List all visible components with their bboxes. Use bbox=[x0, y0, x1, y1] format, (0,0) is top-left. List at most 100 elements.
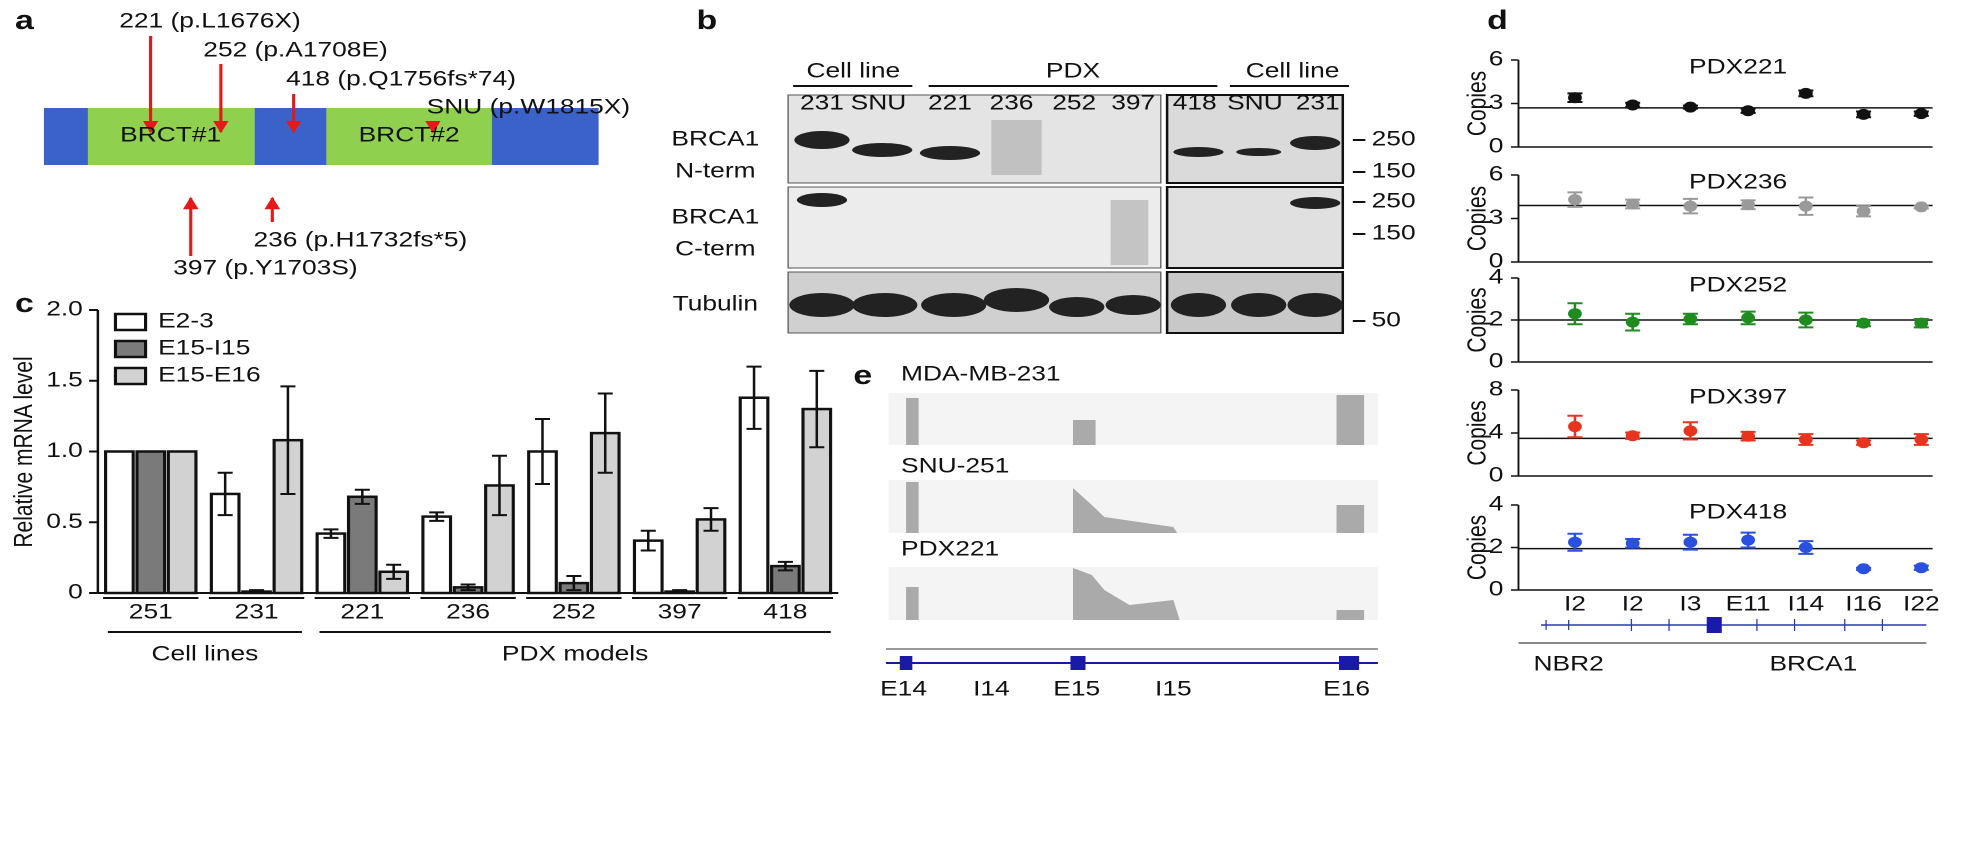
row-label: N-term bbox=[675, 159, 755, 183]
y-tick-label: 6 bbox=[1489, 47, 1504, 71]
group-label: Cell lines bbox=[151, 642, 258, 666]
error-bar bbox=[460, 583, 476, 592]
mw-marker: 50 bbox=[1372, 308, 1401, 332]
lane-label: 221 bbox=[928, 91, 972, 115]
mw-marker: 150 bbox=[1372, 221, 1416, 245]
y-axis-label: Copies bbox=[1462, 287, 1492, 352]
y-axis-label: Copies bbox=[1462, 400, 1492, 465]
gene-label: BRCA1 bbox=[1769, 652, 1857, 676]
lane-label: 397 bbox=[1111, 91, 1155, 115]
dot bbox=[1625, 198, 1640, 210]
legend-swatch bbox=[113, 366, 148, 386]
y-tick-label: 0 bbox=[1489, 249, 1504, 273]
group-label: Cell line bbox=[807, 59, 901, 83]
error-bar bbox=[746, 365, 762, 430]
legend-label: E15-I15 bbox=[158, 336, 250, 360]
chart-title: PDX236 bbox=[1689, 170, 1787, 194]
mw-marker: 150 bbox=[1372, 159, 1416, 183]
x-tick-label: 236 bbox=[446, 600, 490, 624]
dot bbox=[1856, 205, 1871, 217]
x-tick-label: 221 bbox=[340, 600, 384, 624]
legend-label: E15-E16 bbox=[158, 363, 260, 387]
dot bbox=[1741, 312, 1756, 324]
exon-label: I15 bbox=[1155, 677, 1192, 701]
domain-label: BRCT#1 bbox=[120, 123, 221, 147]
error-bar bbox=[386, 563, 402, 580]
error-bar bbox=[777, 560, 793, 572]
panel-letter: c bbox=[15, 288, 34, 318]
x-tick-label: 251 bbox=[129, 600, 173, 624]
y-tick-label: 0 bbox=[1489, 577, 1504, 601]
y-tick-label: 0 bbox=[1489, 463, 1504, 487]
x-tick-label: I16 bbox=[1845, 592, 1882, 616]
chart-title: PDX252 bbox=[1689, 273, 1787, 297]
x-tick-label: I2 bbox=[1622, 592, 1644, 616]
bar bbox=[104, 450, 135, 595]
y-tick-label: 2 bbox=[1489, 535, 1504, 559]
error-bar bbox=[249, 589, 265, 594]
x-tick-label: I22 bbox=[1903, 592, 1940, 616]
mw-marker: 250 bbox=[1372, 127, 1416, 151]
dot bbox=[1914, 201, 1929, 213]
dot bbox=[1798, 87, 1813, 99]
dot bbox=[1741, 430, 1756, 442]
y-axis-label: Copies bbox=[1462, 71, 1492, 136]
lane-label: 252 bbox=[1052, 91, 1096, 115]
y-axis-label: Copies bbox=[1462, 515, 1492, 580]
error-bar bbox=[354, 488, 370, 505]
mutation-label: 221 (p.L1676X) bbox=[119, 9, 301, 33]
dot bbox=[1856, 108, 1871, 120]
row-label: Tubulin bbox=[673, 292, 758, 316]
domain-box bbox=[326, 108, 492, 165]
panel-letter: e bbox=[853, 360, 872, 390]
x-tick-label: 252 bbox=[552, 600, 596, 624]
x-tick-label: I3 bbox=[1679, 592, 1701, 616]
error-bar bbox=[809, 369, 825, 449]
y-tick-label: 1.0 bbox=[46, 439, 83, 463]
panel-letter: d bbox=[1487, 5, 1508, 35]
y-tick-label: 1.5 bbox=[46, 368, 83, 392]
dot bbox=[1568, 421, 1582, 433]
error-bar bbox=[280, 385, 296, 495]
legend-swatch bbox=[113, 339, 148, 359]
dot bbox=[1625, 99, 1640, 111]
y-tick-label: 8 bbox=[1489, 377, 1504, 401]
dot bbox=[1741, 105, 1756, 117]
y-tick-label: 4 bbox=[1489, 420, 1504, 444]
dot bbox=[1856, 437, 1871, 449]
bar bbox=[421, 515, 453, 595]
error-bar bbox=[534, 417, 551, 486]
row-label: BRCA1 bbox=[671, 127, 759, 151]
dot bbox=[1798, 542, 1813, 553]
dot bbox=[1741, 534, 1756, 546]
y-tick-label: 3 bbox=[1489, 91, 1504, 115]
dot bbox=[1625, 537, 1640, 549]
bar bbox=[589, 431, 621, 595]
gene-track bbox=[1518, 617, 1927, 644]
mutation-label: 252 (p.A1708E) bbox=[203, 38, 387, 62]
group-label: Cell line bbox=[1246, 59, 1340, 83]
y-tick-label: 0 bbox=[68, 580, 83, 604]
dot bbox=[1914, 562, 1929, 574]
y-tick-label: 2.0 bbox=[46, 297, 83, 321]
error-bar bbox=[597, 392, 613, 474]
mutation-label: 397 (p.Y1703S) bbox=[173, 256, 357, 280]
y-axis-label: Relative mRNA level bbox=[9, 356, 39, 547]
y-tick-label: 4 bbox=[1489, 492, 1504, 516]
mutation-label: SNU (p.W1815X) bbox=[427, 95, 630, 119]
error-bar bbox=[672, 589, 688, 594]
y-tick-label: 4 bbox=[1489, 265, 1504, 289]
panel-letter: a bbox=[15, 5, 35, 35]
dot bbox=[1856, 317, 1871, 329]
mutation-label: 236 (p.H1732fs*5) bbox=[253, 228, 467, 252]
y-tick-label: 2 bbox=[1489, 307, 1504, 331]
lane-label: 236 bbox=[990, 91, 1034, 115]
exon-label: E14 bbox=[880, 677, 927, 701]
x-tick-label: E11 bbox=[1726, 592, 1771, 616]
row-label: BRCA1 bbox=[671, 205, 759, 229]
dot bbox=[1625, 316, 1640, 328]
y-axis-label: Copies bbox=[1462, 186, 1492, 251]
lane-label: SNU bbox=[1227, 91, 1283, 115]
y-tick-label: 0.5 bbox=[46, 509, 83, 533]
